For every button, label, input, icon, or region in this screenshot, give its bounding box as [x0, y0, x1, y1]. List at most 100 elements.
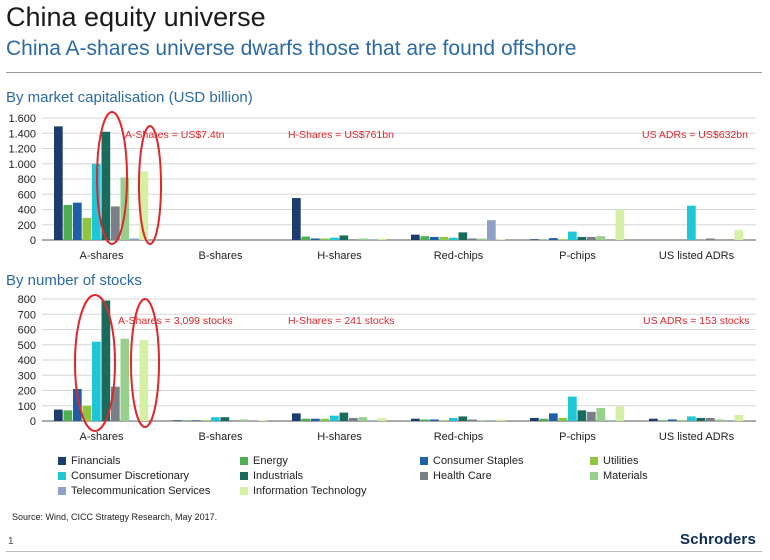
bar-b-shares-industrials — [220, 417, 230, 421]
highlight-ellipse — [96, 111, 128, 245]
bar-us-listed-adrs-telecommunication-services — [725, 420, 734, 421]
bar-h-shares-telecommunication-services — [368, 420, 377, 421]
x-category-label: P-chips — [559, 250, 596, 262]
bar-p-chips-financials — [530, 417, 539, 421]
x-category-label: H-shares — [317, 431, 362, 443]
bar-p-chips-consumer-staples — [549, 413, 558, 421]
y-tick-label: 700 — [18, 309, 36, 321]
legend-swatch — [420, 457, 428, 465]
legend-label: Industrials — [253, 470, 304, 482]
bar-h-shares-materials — [358, 417, 368, 421]
bar-a-shares-telecommunication-services — [130, 420, 139, 421]
bar-h-shares-health-care — [349, 239, 358, 240]
x-category-label: B-shares — [198, 431, 243, 443]
bar-b-shares-materials — [239, 419, 249, 421]
bar-p-chips-energy — [539, 418, 549, 421]
bar-us-listed-adrs-consumer-staples — [668, 419, 677, 421]
bar-a-shares-health-care — [111, 386, 120, 421]
bar-h-shares-consumer-discretionary — [330, 415, 339, 421]
bar-red-chips-consumer-staples — [430, 236, 439, 240]
bar-us-listed-adrs-energy — [658, 420, 668, 421]
legend-label: Information Technology — [253, 485, 367, 497]
bar-b-shares-financials — [173, 420, 182, 421]
bar-us-listed-adrs-materials — [715, 419, 725, 421]
bar-b-shares-consumer-discretionary — [211, 417, 220, 421]
bar-us-listed-adrs-industrials — [696, 417, 706, 421]
bar-a-shares-information-technology — [139, 171, 149, 240]
y-tick-label: 400 — [18, 205, 36, 217]
bar-us-listed-adrs-health-care — [706, 417, 715, 421]
page-number: 1 — [8, 536, 14, 547]
market-cap-chart-title: By market capitalisation (USD billion) — [6, 89, 253, 106]
annotation-text: A-Shares = US$7.4tn — [125, 129, 225, 141]
bar-p-chips-industrials — [577, 236, 587, 240]
x-category-label: US listed ADRs — [659, 431, 735, 443]
bar-h-shares-utilities — [320, 238, 330, 240]
bar-p-chips-consumer-discretionary — [568, 396, 577, 421]
bar-a-shares-information-technology — [139, 340, 149, 421]
bar-red-chips-consumer-discretionary — [449, 237, 458, 240]
source-note: Source: Wind, CICC Strategy Research, Ma… — [12, 512, 218, 522]
bar-red-chips-health-care — [468, 238, 477, 240]
bar-red-chips-industrials — [458, 232, 468, 240]
y-tick-label: 1.000 — [8, 159, 36, 171]
bar-a-shares-energy — [63, 204, 73, 240]
legend-item: Financials — [58, 455, 121, 467]
bar-red-chips-energy — [420, 419, 430, 421]
bar-red-chips-consumer-discretionary — [449, 417, 458, 421]
x-category-label: H-shares — [317, 250, 362, 262]
bar-red-chips-information-technology — [496, 239, 506, 240]
bar-b-shares-consumer-staples — [192, 420, 201, 421]
bar-p-chips-utilities — [558, 239, 568, 240]
legend-label: Telecommunication Services — [71, 485, 211, 497]
legend-label: Energy — [253, 455, 288, 467]
y-tick-label: 100 — [18, 401, 36, 413]
bar-red-chips-utilities — [439, 420, 449, 421]
bar-a-shares-consumer-discretionary — [92, 163, 101, 240]
legend-label: Utilities — [603, 455, 639, 467]
legend-swatch — [58, 487, 66, 495]
bar-a-shares-consumer-staples — [73, 202, 82, 240]
bar-red-chips-information-technology — [496, 419, 506, 421]
legend-label: Materials — [603, 470, 648, 482]
y-tick-label: 0 — [30, 235, 36, 247]
x-category-label: Red-chips — [434, 431, 484, 443]
y-tick-label: 1.400 — [8, 128, 36, 140]
bar-h-shares-industrials — [339, 235, 349, 240]
bar-a-shares-financials — [54, 409, 63, 421]
bar-b-shares-information-technology — [258, 420, 268, 421]
y-tick-label: 800 — [18, 174, 36, 186]
bar-p-chips-telecommunication-services — [606, 420, 615, 421]
bar-h-shares-energy — [301, 236, 311, 240]
bar-p-chips-utilities — [558, 417, 568, 421]
bar-p-chips-information-technology — [615, 406, 625, 421]
bar-a-shares-consumer-discretionary — [92, 341, 101, 421]
bar-h-shares-consumer-staples — [311, 418, 320, 421]
legend-item: Telecommunication Services — [58, 485, 210, 497]
legend-label: Consumer Discretionary — [71, 470, 189, 482]
bar-p-chips-health-care — [587, 411, 596, 421]
highlight-ellipse — [130, 298, 160, 428]
bar-us-listed-adrs-information-technology — [734, 230, 744, 240]
footer-divider — [6, 551, 762, 552]
page-subtitle: China A-shares universe dwarfs those tha… — [6, 37, 577, 60]
title-divider — [6, 72, 762, 73]
bar-b-shares-energy — [182, 420, 192, 421]
bar-red-chips-materials — [477, 420, 487, 421]
bar-h-shares-financials — [292, 413, 301, 421]
bar-us-listed-adrs-consumer-discretionary — [687, 205, 696, 240]
bar-b-shares-utilities — [201, 420, 211, 421]
bar-red-chips-telecommunication-services — [487, 220, 496, 240]
legend-swatch — [240, 457, 248, 465]
bar-a-shares-industrials — [101, 131, 111, 240]
bar-p-chips-materials — [596, 408, 606, 421]
y-tick-label: 500 — [18, 340, 36, 352]
y-tick-label: 600 — [18, 189, 36, 201]
bar-p-chips-consumer-discretionary — [568, 231, 577, 240]
bar-a-shares-telecommunication-services — [130, 238, 139, 240]
bar-us-listed-adrs-utilities — [677, 420, 687, 421]
bar-us-listed-adrs-consumer-discretionary — [687, 416, 696, 421]
bar-h-shares-consumer-discretionary — [330, 237, 339, 240]
annotation-text: H-Shares = US$761bn — [288, 129, 394, 141]
legend-item: Health Care — [420, 470, 492, 482]
